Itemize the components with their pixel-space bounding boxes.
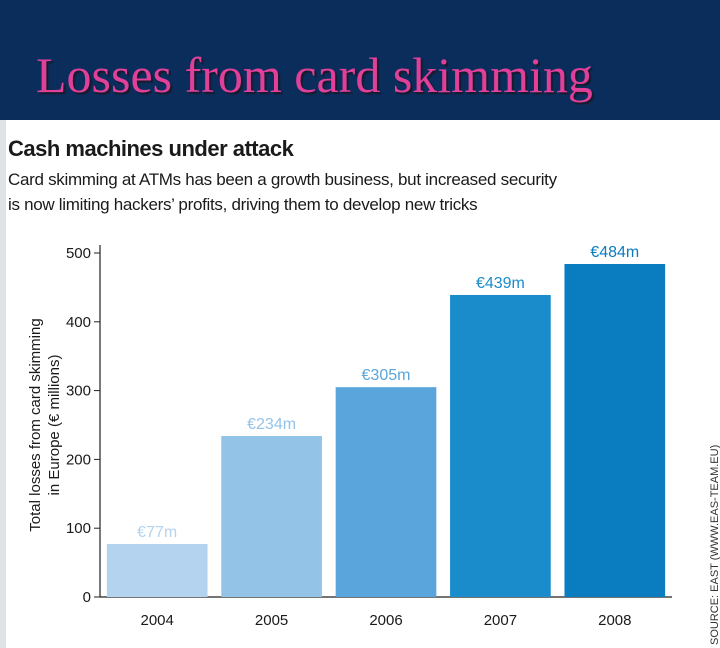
bar	[450, 294, 551, 597]
bar-value-label: €77m	[137, 524, 177, 541]
bar-value-label: €439m	[476, 275, 525, 292]
x-tick-label: 2007	[484, 612, 517, 629]
y-tick-label: 300	[66, 383, 91, 400]
chart-title: Cash machines under attack	[8, 136, 294, 161]
source-note: SOURCE: EAST (WWW.EAS-TEAM.EU)	[709, 444, 720, 645]
bar	[221, 436, 322, 597]
x-tick-label: 2006	[369, 612, 402, 629]
y-axis-label-line-1: Total losses from card skimming	[27, 318, 44, 531]
bar-value-label: €484m	[590, 244, 639, 261]
bar	[335, 387, 437, 597]
x-tick-label: 2008	[598, 612, 631, 629]
bar-chart: Total losses from card skimming in Europ…	[27, 244, 672, 629]
bar-value-label: €305m	[362, 367, 411, 384]
bar	[106, 544, 208, 597]
y-tick-label: 500	[66, 245, 91, 262]
bar-value-label: €234m	[247, 416, 296, 433]
x-tick-label: 2005	[255, 612, 288, 629]
y-tick-label: 0	[83, 589, 91, 606]
y-tick-label: 200	[66, 451, 91, 468]
y-axis-label-line-2: in Europe (€ millions)	[46, 355, 63, 496]
chart-subtitle-line-2: is now limiting hackers’ profits, drivin…	[8, 195, 478, 214]
slide-header	[0, 0, 720, 120]
y-tick-label: 400	[66, 314, 91, 331]
y-tick-label: 100	[66, 520, 91, 537]
bar	[564, 264, 666, 597]
x-tick-label: 2004	[141, 612, 174, 629]
chart-subtitle-line-1: Card skimming at ATMs has been a growth …	[8, 170, 557, 189]
slide-title: Losses from card skimming	[36, 47, 593, 103]
panel-edge	[0, 120, 6, 648]
